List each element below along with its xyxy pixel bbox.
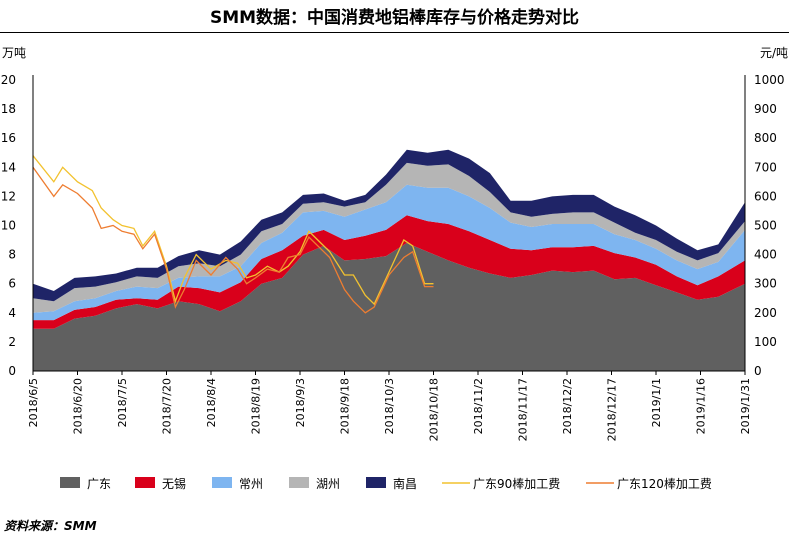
left-tick-label: 4	[8, 306, 16, 320]
title-divider	[0, 32, 789, 33]
legend-label: 广东	[87, 477, 111, 491]
right-tick-label: 400	[754, 248, 777, 262]
x-tick-label: 2018/12/17	[606, 378, 619, 441]
x-tick-label: 2018/9/18	[339, 378, 352, 434]
legend-label: 湖州	[316, 476, 340, 491]
left-tick-label: 2	[8, 335, 16, 349]
left-tick-label: 14	[1, 160, 16, 174]
right-tick-label: 300	[754, 277, 777, 291]
legend-label: 常州	[239, 477, 263, 491]
fee-lines	[32, 155, 434, 314]
right-tick-label: 800	[754, 131, 777, 145]
right-tick-label: 1000	[754, 73, 785, 87]
right-tick-label: 0	[754, 364, 762, 378]
right-tick-label: 600	[754, 189, 777, 203]
legend-swatch	[60, 477, 80, 488]
legend-label: 广东120棒加工费	[617, 477, 712, 491]
area-series-1	[33, 215, 745, 329]
left-tick-label: 0	[8, 364, 16, 378]
x-tick-label: 2018/6/20	[72, 378, 85, 434]
line-series-1	[32, 166, 434, 314]
x-tick-label: 2018/9/3	[294, 378, 307, 427]
legend-label: 无锡	[162, 476, 186, 491]
right-axis-unit: 元/吨	[760, 46, 788, 60]
x-tick-label: 2018/8/4	[205, 378, 218, 427]
x-tick-label: 2018/11/2	[472, 378, 485, 434]
area-series-2	[33, 184, 745, 321]
chart-title: SMM数据：中国消费地铝棒库存与价格走势对比	[209, 8, 580, 28]
x-tick-label: 2018/7/20	[161, 378, 174, 434]
source-note: 资料来源：SMM	[4, 519, 97, 533]
legend-label: 广东90棒加工费	[473, 477, 560, 491]
x-tick-label: 2019/1/16	[695, 378, 708, 434]
legend-swatch	[366, 477, 386, 488]
line-series-0	[32, 155, 434, 306]
right-tick-label: 500	[754, 219, 777, 233]
x-tick-label: 2019/1/31	[739, 378, 752, 434]
x-tick-label: 2018/12/2	[561, 378, 574, 434]
axes: 0246810121416182001002003004005006007008…	[1, 73, 785, 441]
x-tick-label: 2019/1/1	[650, 378, 663, 427]
left-tick-label: 10	[1, 219, 16, 233]
x-tick-label: 2018/10/18	[428, 378, 441, 441]
legend-swatch	[289, 477, 309, 488]
right-tick-label: 900	[754, 102, 777, 116]
left-tick-label: 6	[8, 277, 16, 291]
left-tick-label: 8	[8, 248, 16, 262]
left-tick-label: 16	[1, 131, 16, 145]
x-tick-label: 2018/8/19	[250, 378, 263, 434]
x-tick-label: 2018/11/17	[517, 378, 530, 441]
left-tick-label: 18	[1, 102, 16, 116]
area-series-0	[33, 243, 745, 371]
right-tick-label: 200	[754, 306, 777, 320]
x-tick-label: 2018/10/3	[383, 378, 396, 434]
right-tick-label: 100	[754, 335, 777, 349]
stacked-areas	[33, 149, 745, 371]
x-tick-label: 2018/7/5	[116, 378, 129, 427]
left-tick-label: 12	[1, 189, 16, 203]
right-tick-label: 700	[754, 160, 777, 174]
x-tick-label: 2018/6/5	[27, 378, 40, 427]
left-tick-label: 20	[1, 73, 16, 87]
legend-label: 南昌	[393, 476, 417, 491]
legend-swatch	[135, 477, 155, 488]
area-series-4	[33, 149, 745, 302]
legend: 广东 无锡 常州 湖州 南昌 广东90棒加工费 广东120棒加工费	[60, 476, 712, 491]
left-axis-unit: 万吨	[2, 46, 26, 60]
legend-swatch	[212, 477, 232, 488]
